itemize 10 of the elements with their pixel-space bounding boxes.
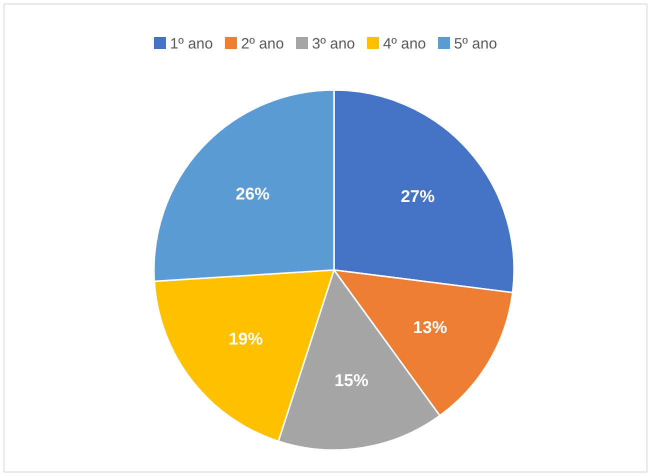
data-label: 15% — [334, 371, 368, 390]
legend-label: 4º ano — [383, 35, 426, 52]
data-label: 19% — [228, 329, 263, 348]
legend-label: 1º ano — [170, 35, 213, 52]
legend-label: 3º ano — [312, 35, 356, 52]
data-label: 13% — [413, 318, 448, 337]
legend-label: 5º ano — [454, 35, 498, 52]
data-label: 27% — [400, 187, 435, 206]
legend-label: 2º ano — [240, 35, 284, 52]
data-label: 26% — [236, 184, 270, 204]
